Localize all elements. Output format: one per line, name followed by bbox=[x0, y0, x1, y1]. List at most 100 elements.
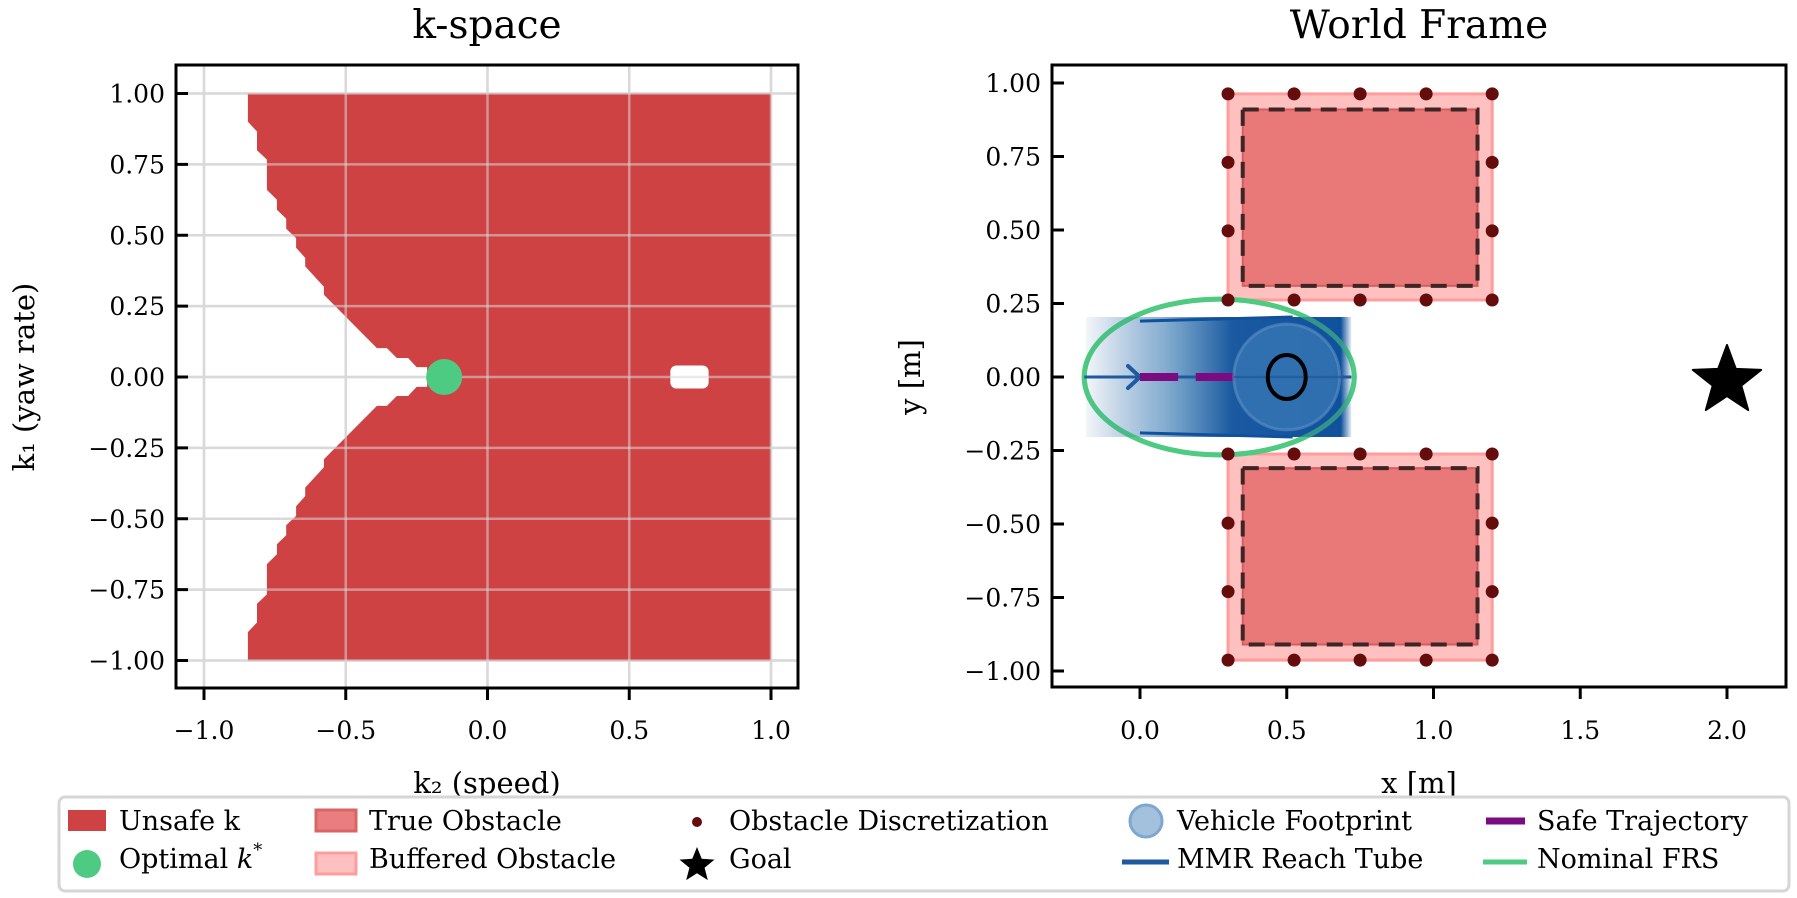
world-title: World Frame bbox=[1290, 3, 1548, 48]
vehicle-position-marker bbox=[1265, 353, 1308, 401]
obstacle-dot-icon bbox=[692, 817, 702, 827]
kspace-xtick-label: −0.5 bbox=[315, 716, 376, 745]
reach-tube-edge-bottom bbox=[1139, 431, 1293, 439]
legend-label: True Obstacle bbox=[369, 806, 562, 837]
kspace-ytick-label: −1.00 bbox=[88, 647, 165, 676]
obstacle-discretization-dot bbox=[1221, 653, 1235, 667]
legend-item-mmr-reach-tube: MMR Reach Tube bbox=[1122, 844, 1423, 875]
obstacle-discretization-dot bbox=[1419, 447, 1433, 461]
obstacle-discretization-dot bbox=[1353, 653, 1367, 667]
obstacle-discretization-dot bbox=[1287, 653, 1301, 667]
kspace-xtick-label: 0.0 bbox=[468, 716, 508, 745]
true-obstacle-swatch bbox=[314, 808, 358, 833]
legend-frame bbox=[57, 795, 1791, 893]
legend-label: Goal bbox=[729, 844, 792, 875]
obstacle-discretization-dot bbox=[1485, 293, 1499, 307]
obstacle-discretization-dot bbox=[1287, 293, 1301, 307]
world-xlabel: x [m] bbox=[1381, 766, 1457, 800]
buffered-obstacle-swatch bbox=[314, 851, 358, 876]
obstacle-discretization-dot bbox=[1221, 293, 1235, 307]
legend-label: Nominal FRS bbox=[1537, 844, 1719, 875]
legend-item-optimal-k: Optimal k* bbox=[73, 840, 262, 878]
legend-label-sup: * bbox=[253, 840, 262, 861]
obstacle-discretization-dot bbox=[1353, 87, 1367, 101]
kspace-ytick-label: −0.75 bbox=[88, 576, 165, 605]
true-obstacle bbox=[1241, 467, 1479, 646]
legend-label-text: Optimal bbox=[119, 844, 237, 875]
world-ylabel: y [m] bbox=[893, 339, 927, 416]
obstacle-discretization-dot bbox=[1485, 447, 1499, 461]
world-panel: World Frame 0.0 0.5 1.0 1.5 2.0 1.00 0.75 0.50 0… bbox=[893, 3, 1788, 800]
legend-label: Obstacle Discretization bbox=[729, 806, 1049, 837]
obstacle-discretization-dot bbox=[1353, 447, 1367, 461]
world-ytick-label: −0.50 bbox=[964, 510, 1041, 539]
true-obstacle bbox=[1241, 108, 1479, 287]
obstacle-discretization-dot bbox=[1287, 87, 1301, 101]
world-xtick-label: 1.5 bbox=[1560, 716, 1600, 745]
kspace-ytick-label: −0.25 bbox=[88, 434, 165, 463]
kspace-title: k-space bbox=[412, 3, 561, 48]
star-icon bbox=[679, 847, 715, 881]
legend-label: Safe Trajectory bbox=[1537, 806, 1749, 837]
legend-item-goal: Goal bbox=[679, 844, 792, 881]
vehicle-footprint-icon bbox=[1128, 803, 1164, 839]
obstacle-discretization-dot bbox=[1485, 224, 1499, 238]
obstacle-discretization-dot bbox=[1485, 585, 1499, 599]
kspace-ytick-label: −0.50 bbox=[88, 505, 165, 534]
kspace-ytick-label: 0.25 bbox=[109, 292, 165, 321]
kspace-xtick-label: −1.0 bbox=[174, 716, 235, 745]
obstacle-discretization-dot bbox=[1221, 87, 1235, 101]
legend-label-math: k bbox=[237, 844, 253, 875]
optimal-k-marker bbox=[426, 359, 463, 395]
world-ytick-label: 0.50 bbox=[985, 216, 1041, 245]
legend-item-vehicle-footprint: Vehicle Footprint bbox=[1128, 803, 1412, 839]
world-ytick-label: −1.00 bbox=[964, 657, 1041, 686]
obstacle-discretization-dot bbox=[1221, 516, 1235, 530]
kspace-ylabel: k₁ (yaw rate) bbox=[7, 283, 41, 472]
world-xtick-label: 0.0 bbox=[1120, 716, 1160, 745]
obstacle-discretization-dot bbox=[1221, 585, 1235, 599]
kspace-xtick-label: 1.0 bbox=[751, 716, 791, 745]
world-data bbox=[1081, 87, 1763, 667]
obstacle-discretization-dot bbox=[1485, 653, 1499, 667]
world-xtick-label: 2.0 bbox=[1707, 716, 1747, 745]
legend-label: MMR Reach Tube bbox=[1177, 844, 1423, 875]
kspace-ytick-label: 1.00 bbox=[109, 80, 165, 109]
legend-item-unsafe-k: Unsafe k bbox=[68, 806, 241, 837]
true-obstacle-outline bbox=[1240, 107, 1480, 288]
world-xtick-label: 1.0 bbox=[1414, 716, 1454, 745]
kspace-ytick-label: 0.50 bbox=[109, 221, 165, 250]
obstacle-discretization-dot bbox=[1353, 293, 1367, 307]
legend-item-obstacle-discretization: Obstacle Discretization bbox=[692, 806, 1049, 837]
legend: Unsafe k Optimal k* True Obstacle Buffer… bbox=[57, 795, 1791, 893]
world-xtick-label: 0.5 bbox=[1267, 716, 1307, 745]
world-ytick-label: 1.00 bbox=[985, 69, 1041, 98]
obstacle-discretization-dot bbox=[1221, 224, 1235, 238]
true-obstacle-outline bbox=[1240, 466, 1480, 647]
obstacle-discretization-dot bbox=[1485, 155, 1499, 169]
world-ytick-label: −0.25 bbox=[964, 437, 1041, 466]
legend-label: Buffered Obstacle bbox=[369, 844, 616, 875]
reach-tube-edge-top bbox=[1139, 315, 1293, 323]
obstacle-discretization-dot bbox=[1419, 87, 1433, 101]
obstacle-discretization-dot bbox=[1221, 447, 1235, 461]
legend-label: Optimal k* bbox=[119, 840, 262, 875]
world-ticks: 0.0 0.5 1.0 1.5 2.0 1.00 0.75 0.50 0.25 0.00 −0.25… bbox=[964, 69, 1747, 745]
legend-label: Unsafe k bbox=[119, 806, 241, 837]
kspace-xtick-label: 0.5 bbox=[609, 716, 649, 745]
obstacle-discretization-dot bbox=[1419, 653, 1433, 667]
legend-item-true-obstacle: True Obstacle bbox=[314, 806, 562, 837]
obstacle-discretization-dot bbox=[1419, 293, 1433, 307]
world-ytick-label: 0.75 bbox=[985, 143, 1041, 172]
goal-star-icon bbox=[1691, 344, 1763, 412]
legend-item-nominal-frs: Nominal FRS bbox=[1483, 844, 1719, 875]
obstacle-discretization-dot bbox=[1485, 516, 1499, 530]
kspace-ytick-label: 0.00 bbox=[109, 363, 165, 392]
obstacle-discretization-dot bbox=[1485, 87, 1499, 101]
kspace-panel: k-space −1.0 −0.5 0.0 0.5 1.0 1.00 0.75 0.50 0.2… bbox=[7, 3, 800, 800]
obstacle-discretization-dot bbox=[1287, 447, 1301, 461]
kspace-ticks: −1.0 −0.5 0.0 0.5 1.0 1.00 0.75 0.50 0.25 0.00 −0.… bbox=[88, 80, 791, 746]
kspace-data bbox=[176, 65, 798, 688]
world-ytick-label: 0.00 bbox=[985, 363, 1041, 392]
